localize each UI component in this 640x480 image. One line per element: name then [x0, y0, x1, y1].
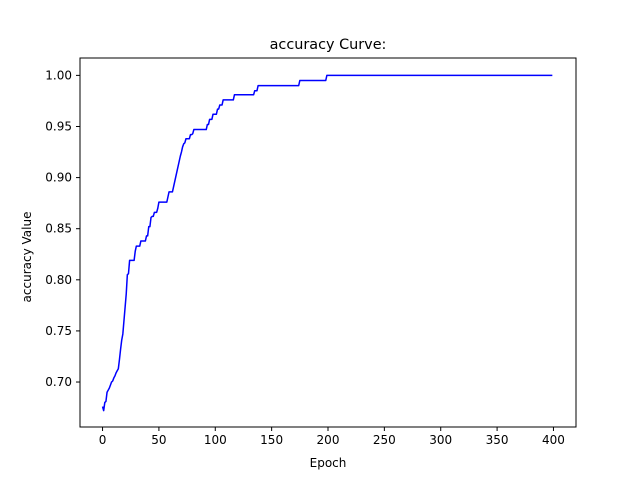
- y-tick-label: 0.85: [45, 222, 72, 236]
- axes-frame: [79, 57, 577, 428]
- x-tick-label: 50: [151, 433, 166, 447]
- x-tick-label: 0: [99, 433, 107, 447]
- x-axis-label: Epoch: [310, 456, 347, 470]
- y-tick-label: 0.80: [45, 273, 72, 287]
- x-tick-label: 250: [373, 433, 396, 447]
- x-tick-label: 100: [204, 433, 227, 447]
- x-tick-label: 150: [260, 433, 283, 447]
- y-tick-label: 0.90: [45, 171, 72, 185]
- y-tick-label: 0.95: [45, 119, 72, 133]
- chart-title: accuracy Curve:: [270, 37, 387, 53]
- y-tick-label: 0.75: [45, 324, 72, 338]
- y-axis-label: accuracy Value: [20, 212, 34, 303]
- x-tick-label: 200: [317, 433, 340, 447]
- accuracy-series-line: [101, 74, 553, 412]
- x-axis-ticks: 0 50 100 150 200 250 300 350 400: [99, 427, 565, 447]
- y-axis-ticks: 0.70 0.75 0.80 0.85 0.90 0.95 1.00: [45, 68, 80, 389]
- x-tick-label: 350: [486, 433, 509, 447]
- x-tick-label: 300: [429, 433, 452, 447]
- y-tick-label: 0.70: [45, 375, 72, 389]
- x-tick-label: 400: [542, 433, 565, 447]
- series-layer: [101, 74, 553, 412]
- y-tick-label: 1.00: [45, 68, 72, 82]
